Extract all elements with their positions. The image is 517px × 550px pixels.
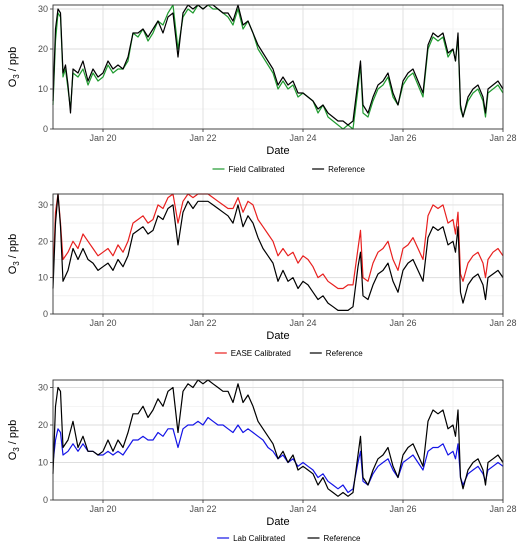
y-tick-label: 20 — [38, 420, 48, 430]
legend-label: EASE Calibrated — [231, 349, 291, 358]
x-tick-label: Jan 22 — [189, 318, 216, 328]
legend-label: Field Calibrated — [229, 165, 285, 174]
y-tick-label: 20 — [38, 236, 48, 246]
panel-border — [52, 379, 504, 501]
x-axis-title: Date — [266, 145, 289, 157]
y-tick-label: 0 — [43, 309, 48, 319]
x-tick-label: Jan 24 — [289, 504, 316, 514]
panel-border — [52, 193, 504, 315]
y-tick-label: 0 — [43, 495, 48, 505]
x-tick-label: Jan 26 — [389, 504, 416, 514]
chart-panel-1: Jan 20 Jan 22 Jan 24 Jan 26 Jan 28 0 10 20 30 Dat… — [7, 4, 517, 174]
x-tick-label: Jan 22 — [189, 504, 216, 514]
y-tick-label: 30 — [38, 383, 48, 393]
x-tick-label: Jan 24 — [289, 133, 316, 143]
series-line-calibrated — [52, 193, 504, 290]
legend-label: Reference — [326, 349, 363, 358]
x-tick-label: Jan 28 — [489, 133, 516, 143]
series-line-reference — [52, 193, 504, 311]
x-tick-label: Jan 28 — [489, 318, 516, 328]
legend-label: Lab Calibrated — [233, 534, 285, 543]
x-tick-label: Jan 26 — [389, 133, 416, 143]
legend: Lab Calibrated Reference — [217, 534, 361, 543]
x-tick-label: Jan 20 — [89, 133, 116, 143]
y-axis-title: O3 / ppb — [7, 47, 21, 88]
legend-label: Reference — [324, 534, 361, 543]
y-tick-label: 10 — [38, 84, 48, 94]
y-tick-label: 10 — [38, 458, 48, 468]
series-line-calibrated — [52, 416, 504, 494]
x-tick-label: Jan 28 — [489, 504, 516, 514]
series-line-calibrated — [52, 4, 504, 130]
x-axis-title: Date — [266, 516, 289, 528]
x-tick-label: Jan 24 — [289, 318, 316, 328]
chart-panel-2: Jan 20 Jan 22 Jan 24 Jan 26 Jan 28 0 10 20 30 Dat… — [7, 193, 517, 358]
series-line-reference — [52, 4, 504, 126]
chart-panel-3: Jan 20 Jan 22 Jan 24 Jan 26 Jan 28 0 10 20 30 Dat… — [7, 379, 517, 543]
y-tick-label: 30 — [38, 200, 48, 210]
x-tick-label: Jan 22 — [189, 133, 216, 143]
legend-label: Reference — [328, 165, 365, 174]
panel-border — [52, 4, 504, 130]
y-axis-title: O3 / ppb — [7, 234, 21, 275]
legend: Field Calibrated Reference — [212, 165, 366, 174]
x-tick-label: Jan 20 — [89, 318, 116, 328]
x-tick-label: Jan 20 — [89, 504, 116, 514]
y-tick-label: 20 — [38, 44, 48, 54]
y-axis-title: O3 / ppb — [7, 420, 21, 461]
x-axis-title: Date — [266, 330, 289, 342]
series-line-reference — [52, 379, 504, 497]
x-tick-label: Jan 26 — [389, 318, 416, 328]
y-tick-label: 10 — [38, 273, 48, 283]
legend: EASE Calibrated Reference — [214, 349, 363, 358]
y-tick-label: 30 — [38, 4, 48, 14]
y-tick-label: 0 — [43, 124, 48, 134]
